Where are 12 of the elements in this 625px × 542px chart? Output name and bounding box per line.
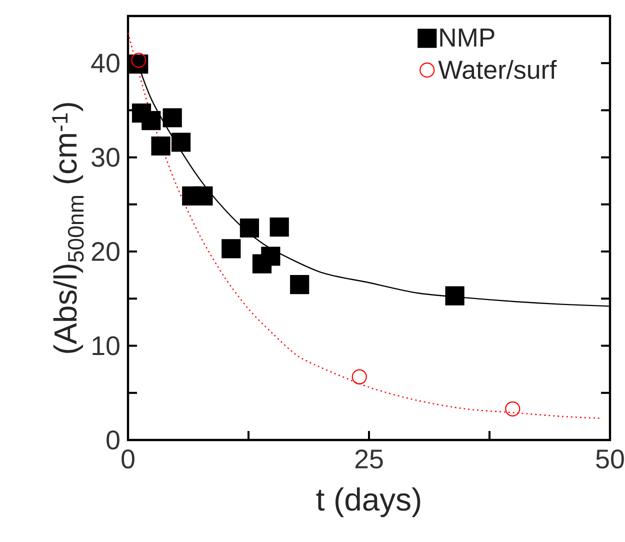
y-tick-label: 40 [91,54,120,73]
x-axis-title: t (days) [316,487,420,518]
y-axis-title: (Abs/l)$_{500nm}$ (cm$^{-1}$) [52,103,84,353]
y-tick-label: 10 [92,336,120,356]
y-tick-label: 0 [106,430,120,450]
legend-label: Water/surf [438,60,557,79]
y-tick-label: 30 [92,148,120,167]
y-tick-label: 20 [92,242,120,262]
legend-label: NMP [440,28,494,46]
x-tick-label: 25 [355,450,383,469]
x-tick-label: 0 [122,450,134,469]
x-tick-label: 50 [596,450,624,469]
